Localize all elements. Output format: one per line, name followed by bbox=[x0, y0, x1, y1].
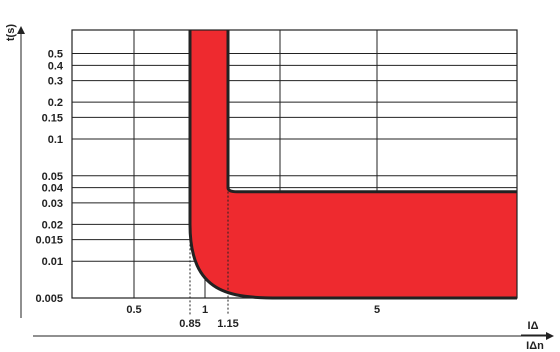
x-axis-arrowhead bbox=[546, 332, 554, 340]
y-tick-label: 0.1 bbox=[48, 134, 63, 146]
y-tick-label: 0.015 bbox=[35, 235, 63, 247]
y-tick-label: 0.05 bbox=[42, 171, 63, 183]
y-tick-label: 0.2 bbox=[48, 97, 63, 109]
x-tick-label: 1 bbox=[202, 304, 208, 316]
reference-lines bbox=[189, 187, 229, 315]
y-tick-label: 0.5 bbox=[48, 49, 63, 61]
x-tick-label: 0.85 bbox=[179, 318, 200, 330]
y-tick-label: 0.02 bbox=[42, 219, 63, 231]
x-tick-label: 5 bbox=[374, 304, 380, 316]
y-tick-label: 0.01 bbox=[42, 256, 63, 268]
band-right-boundary bbox=[226, 30, 517, 194]
y-tick-label: 0.15 bbox=[42, 112, 63, 124]
y-tick-label: 0.4 bbox=[48, 60, 64, 72]
y-tick-label: 0.005 bbox=[35, 293, 63, 305]
x-tick-label: 0.5 bbox=[126, 304, 141, 316]
x-tick-labels: 0.5 1 5 0.85 1.15 bbox=[126, 304, 380, 330]
plot-frame bbox=[71, 29, 518, 299]
y-tick-labels: 0.50.4 0.2 0.3 0.15 0.1 0.050.04 0.03 0.02 0.015… bbox=[35, 49, 63, 306]
tripping-band bbox=[190, 30, 517, 298]
y-tick-label: 0.04 bbox=[42, 183, 64, 195]
y-tick-label: 0.03 bbox=[42, 198, 63, 210]
x-axis-title-denominator: IΔn bbox=[526, 340, 544, 352]
y-tick-label: 0.3 bbox=[48, 76, 63, 88]
y-axis-arrowhead bbox=[17, 26, 25, 34]
y-axis-title: t(s) bbox=[5, 24, 17, 41]
x-axis-title-numerator: IΔ bbox=[528, 320, 539, 332]
x-tick-label: 1.15 bbox=[217, 318, 238, 330]
